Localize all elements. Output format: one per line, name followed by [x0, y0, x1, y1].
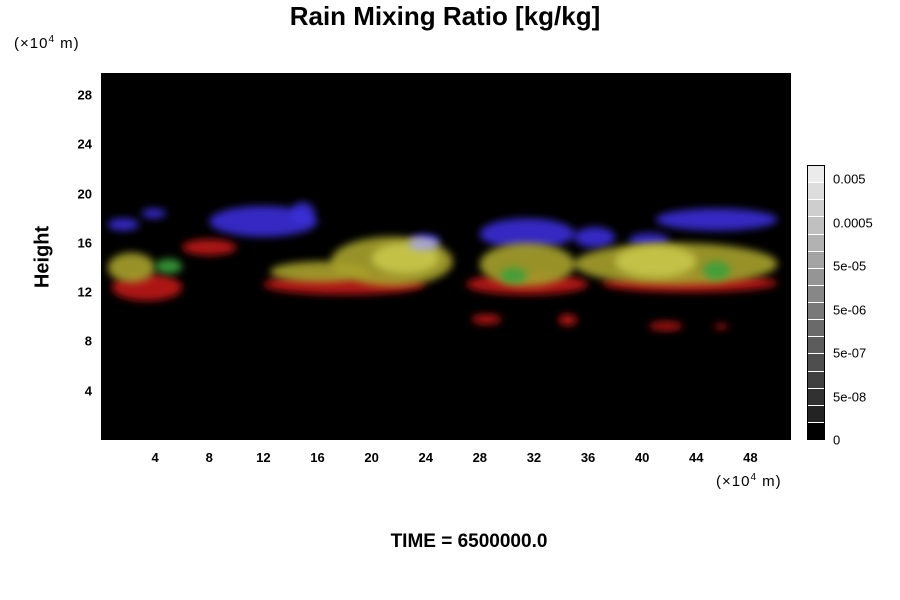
- rain-region: [615, 245, 697, 278]
- rain-region: [479, 218, 575, 250]
- rain-layer-3: [371, 242, 697, 278]
- rain-region: [107, 252, 156, 283]
- rain-region: [290, 202, 315, 225]
- rain-layer-0: [107, 202, 778, 250]
- y-tick-label: 24: [77, 136, 92, 152]
- colorbar-segment: [808, 166, 824, 183]
- x-tick-label: 20: [364, 450, 379, 465]
- colorbar-label: 5e-08: [833, 389, 867, 404]
- colorbar-segment: [808, 216, 824, 234]
- colorbar-segment: [808, 182, 824, 200]
- y-tick-label: 4: [84, 383, 92, 399]
- colorbar-segment: [808, 404, 824, 422]
- rain-region: [713, 324, 729, 330]
- rain-region: [107, 218, 139, 231]
- colorbar-segment: [808, 336, 824, 354]
- x-tick-label: 44: [689, 450, 704, 465]
- rain-region: [703, 261, 731, 280]
- x-tick-label: 40: [634, 450, 650, 465]
- heatmap-plot-area: [101, 73, 791, 440]
- rain-region: [558, 314, 578, 326]
- colorbar-segment: [808, 233, 824, 251]
- colorbar-segment: [808, 302, 824, 320]
- x-tick-label: 8: [205, 450, 213, 465]
- x-tick-label: 4: [151, 450, 159, 465]
- rain-region: [209, 206, 318, 237]
- rain-region: [500, 267, 528, 284]
- x-tick-label: 36: [580, 450, 596, 465]
- x-tick-label: 28: [472, 450, 488, 465]
- chart-title: Rain Mixing Ratio [kg/kg]: [289, 1, 601, 31]
- x-tick-label: 24: [418, 450, 433, 465]
- colorbar-label: 0: [833, 432, 841, 448]
- y-tick-label: 8: [84, 333, 92, 349]
- y-axis-unit: (×104 m): [14, 34, 80, 52]
- y-tick-label: 20: [77, 186, 92, 202]
- colorbar-label: 5e-05: [833, 258, 867, 274]
- colorbar-segment: [808, 250, 824, 268]
- rain-region: [479, 242, 575, 287]
- colorbar-segment: [808, 421, 824, 439]
- rain-region: [155, 258, 183, 274]
- colorbar-segment: [808, 353, 824, 371]
- rain-region: [371, 242, 440, 274]
- y-tick-label: 28: [77, 87, 92, 103]
- time-label: TIME = 6500000.0: [390, 531, 548, 552]
- colorbar-segment: [808, 319, 824, 337]
- colorbar-segment: [808, 370, 824, 388]
- colorbar-label: 5e-07: [833, 345, 867, 361]
- rain-region: [574, 226, 616, 248]
- colorbar-label: 0.0005: [833, 215, 873, 230]
- x-tick-label: 48: [743, 450, 758, 465]
- colorbar-segment: [808, 199, 824, 217]
- rain-region: [141, 208, 166, 219]
- x-tick-label: 32: [526, 450, 542, 465]
- colorbar: [807, 165, 825, 440]
- colorbar-segment: [808, 387, 824, 405]
- x-tick-label: 16: [310, 450, 325, 465]
- heatmap-svg: [107, 202, 778, 331]
- y-tick-label: 16: [77, 235, 92, 251]
- rain-layer-5: [408, 238, 440, 251]
- rain-region: [471, 314, 502, 325]
- x-axis-unit: (×104 m): [716, 472, 782, 490]
- colorbar-segment: [808, 284, 824, 302]
- colorbar-segment: [808, 267, 824, 285]
- x-tick-label: 12: [256, 450, 271, 465]
- rain-region: [648, 321, 683, 331]
- colorbar-label: 0.005: [833, 171, 866, 187]
- rain-region: [182, 239, 237, 256]
- y-tick-label: 12: [77, 284, 92, 300]
- y-axis-label: Height: [31, 225, 54, 289]
- rain-region: [408, 238, 440, 251]
- rain-region: [655, 208, 778, 231]
- rain-layer-4: [155, 258, 731, 284]
- colorbar-label: 5e-06: [833, 302, 867, 317]
